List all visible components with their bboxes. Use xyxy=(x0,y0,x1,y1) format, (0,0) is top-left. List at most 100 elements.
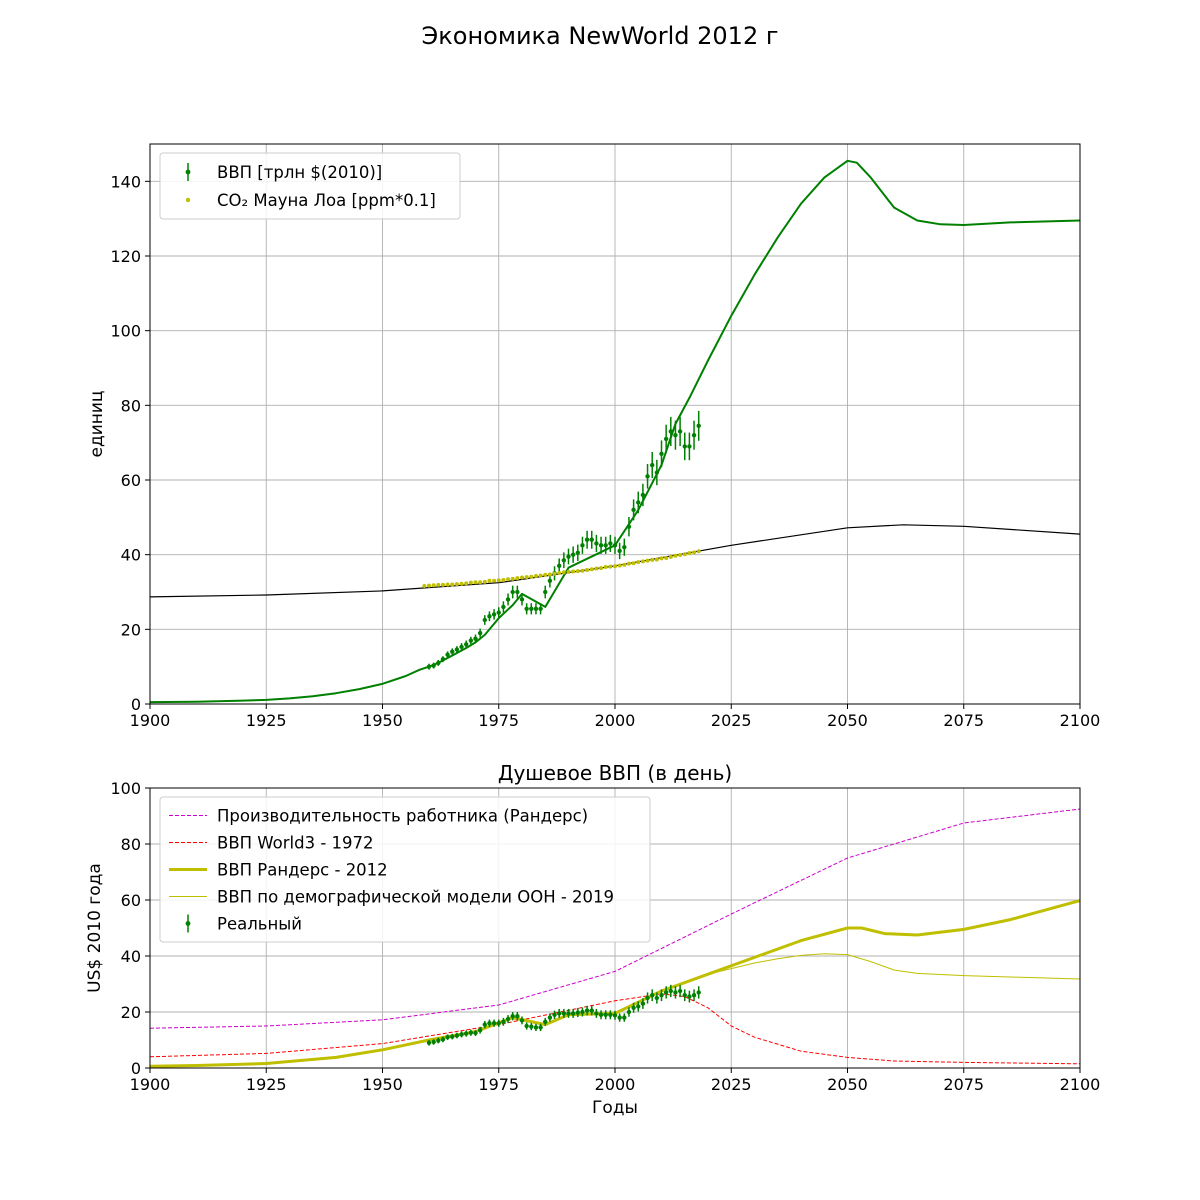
x-tick-label: 2000 xyxy=(595,1075,636,1094)
data-point xyxy=(477,630,483,636)
data-point xyxy=(622,562,627,567)
data-point xyxy=(622,545,627,550)
top-chart: 1900 1925 1950 1975 2000 2025 2050 2075 2100 0 20 4… xyxy=(87,143,1100,730)
data-point xyxy=(612,1013,618,1018)
bottom-chart-ylabel: US$ 2010 года xyxy=(85,863,105,993)
data-point xyxy=(575,569,580,574)
data-point xyxy=(436,582,441,587)
data-point xyxy=(445,652,450,657)
data-point xyxy=(464,581,469,586)
legend-label: ВВП по демографической модели ООН - 2019 xyxy=(217,888,614,907)
data-point xyxy=(552,571,557,576)
y-tick-label: 80 xyxy=(121,396,141,415)
data-point xyxy=(580,568,585,573)
data-point xyxy=(612,543,618,548)
data-point xyxy=(547,578,553,583)
data-point xyxy=(487,614,492,619)
x-tick-label: 2000 xyxy=(595,711,636,730)
bottom-chart-xlabel: Годы xyxy=(592,1098,638,1118)
data-point xyxy=(468,580,473,585)
data-point xyxy=(650,462,655,468)
legend-item: Производительность работника (Рандерс) xyxy=(169,807,588,826)
data-point xyxy=(650,557,655,562)
data-point xyxy=(482,1022,487,1027)
data-point xyxy=(645,474,650,479)
data-point xyxy=(626,1009,632,1015)
x-tick-label: 2025 xyxy=(711,711,752,730)
data-point xyxy=(478,580,483,585)
x-tick-label: 1975 xyxy=(478,1075,519,1094)
data-point xyxy=(505,1016,511,1022)
data-point xyxy=(473,1030,478,1036)
data-point xyxy=(543,1019,548,1024)
series-model-0 xyxy=(149,159,1081,704)
data-point xyxy=(668,988,673,994)
data-point xyxy=(589,537,594,542)
top-chart-ylabel: единиц xyxy=(87,391,107,458)
data-point xyxy=(520,575,524,580)
data-point xyxy=(510,576,515,581)
data-point xyxy=(445,1035,450,1040)
data-point xyxy=(636,560,641,565)
data-point xyxy=(487,1021,492,1026)
data-point xyxy=(663,436,669,442)
data-point xyxy=(631,561,636,566)
y-tick-label: 80 xyxy=(121,835,141,854)
data-point xyxy=(598,1012,604,1017)
x-tick-label: 2050 xyxy=(827,711,868,730)
data-point xyxy=(664,556,669,561)
data-point xyxy=(529,606,534,611)
data-point xyxy=(464,642,469,647)
data-point xyxy=(529,1024,534,1029)
series-line xyxy=(149,993,1081,1065)
data-point xyxy=(654,995,660,1001)
legend-marker-swatch xyxy=(185,169,191,175)
data-point xyxy=(613,564,617,569)
series-line xyxy=(149,159,1081,704)
data-point xyxy=(566,569,571,574)
data-point xyxy=(496,610,501,615)
data-point xyxy=(584,1008,590,1013)
data-point xyxy=(617,1015,622,1020)
x-tick-label: 2100 xyxy=(1060,711,1101,730)
top-chart-ticks: 1900 1925 1950 1975 2000 2025 2050 2075 2100 0 20 4… xyxy=(110,172,1100,730)
series-named-0 xyxy=(149,808,1081,1029)
data-point xyxy=(477,1028,483,1033)
data-point xyxy=(668,554,673,559)
data-point xyxy=(496,1021,501,1026)
data-point xyxy=(580,543,585,548)
data-point xyxy=(436,660,441,666)
data-point xyxy=(608,541,613,546)
y-tick-label: 0 xyxy=(131,1059,141,1078)
x-tick-label: 1950 xyxy=(362,1075,403,1094)
data-point xyxy=(427,583,431,588)
data-point xyxy=(631,507,636,513)
data-point xyxy=(557,1011,562,1016)
series-named-4 xyxy=(426,984,701,1046)
data-point xyxy=(426,1040,432,1046)
data-point xyxy=(608,564,613,569)
data-point xyxy=(487,578,492,583)
data-point xyxy=(566,554,571,559)
data-point xyxy=(566,1011,571,1016)
figure-title: Экономика NewWorld 2012 г xyxy=(422,22,779,50)
data-point xyxy=(673,553,678,558)
data-point xyxy=(538,573,543,578)
data-point xyxy=(603,543,608,548)
legend-label: Реальный xyxy=(217,915,302,934)
data-point xyxy=(561,570,566,575)
data-point xyxy=(459,644,464,650)
data-point xyxy=(496,578,501,583)
data-point xyxy=(598,543,604,548)
data-point xyxy=(506,577,511,582)
data-point xyxy=(585,567,590,572)
data-point xyxy=(459,1032,464,1037)
data-point xyxy=(645,558,650,563)
data-point xyxy=(645,995,650,1001)
data-point xyxy=(678,553,683,558)
data-point xyxy=(603,1012,608,1017)
data-point xyxy=(589,1008,594,1013)
data-point xyxy=(640,492,646,498)
legend-item: ВВП [трлн $(2010)] xyxy=(185,163,382,182)
data-point xyxy=(454,1033,460,1038)
